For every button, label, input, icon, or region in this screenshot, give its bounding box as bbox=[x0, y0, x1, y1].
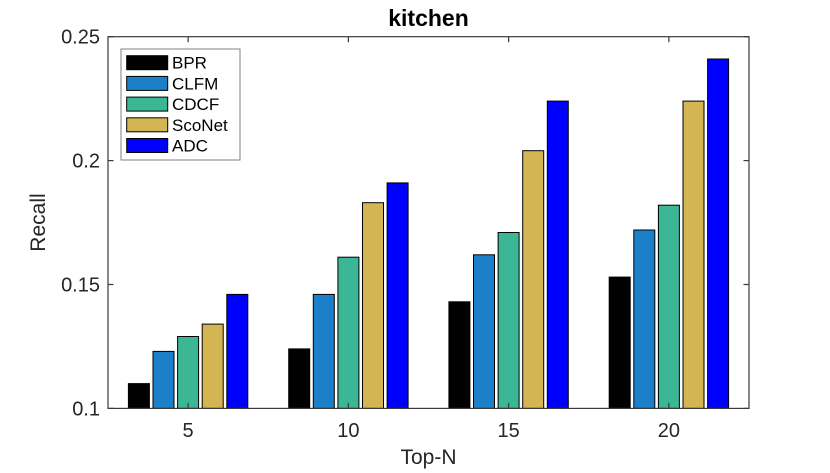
y-tick-label-0.25: 0.25 bbox=[61, 27, 100, 49]
bar-sconet-topn-20 bbox=[682, 100, 705, 409]
axes-layer bbox=[107, 36, 750, 410]
legend-label-bpr: BPR bbox=[172, 54, 207, 73]
legend-swatch-sconet bbox=[126, 117, 169, 133]
legend-label-cdcf: CDCF bbox=[172, 95, 219, 114]
plot-border bbox=[107, 36, 750, 410]
bar-adc-topn-10 bbox=[386, 182, 409, 409]
y-tick-label-0.2: 0.2 bbox=[72, 151, 100, 173]
bar-clfm-topn-10 bbox=[312, 293, 335, 409]
bar-adc-topn-20 bbox=[707, 58, 730, 409]
legend-swatch-bpr bbox=[126, 55, 169, 71]
bar-sconet-topn-15 bbox=[522, 150, 545, 409]
x-tick-label-15: 15 bbox=[497, 420, 519, 442]
y-tick-label-0.1: 0.1 bbox=[72, 398, 100, 420]
bar-clfm-topn-5 bbox=[152, 350, 175, 409]
bar-clfm-topn-15 bbox=[473, 254, 495, 409]
x-tick-label-5: 5 bbox=[183, 420, 194, 442]
bar-sconet-topn-5 bbox=[201, 323, 224, 409]
bar-bpr-topn-15 bbox=[448, 301, 471, 409]
legend-swatch-cdcf bbox=[126, 96, 169, 112]
bar-sconet-topn-10 bbox=[362, 202, 384, 409]
bar-clfm-topn-20 bbox=[633, 229, 656, 409]
bar-bpr-topn-5 bbox=[127, 383, 150, 409]
legend-swatch-adc bbox=[126, 138, 169, 153]
legend-label-sconet: ScoNet bbox=[172, 116, 228, 135]
legend-swatch-clfm bbox=[126, 75, 169, 91]
tick-labels-layer: 0.1 0.15 0.2 0.25 5 10 15 20 bbox=[61, 27, 680, 442]
bar-cdcf-topn-15 bbox=[497, 232, 520, 409]
bar-adc-topn-5 bbox=[226, 293, 249, 409]
legend-label-clfm: CLFM bbox=[172, 74, 218, 93]
bar-bpr-topn-20 bbox=[608, 276, 631, 409]
bars-layer bbox=[127, 58, 730, 409]
chart-title: kitchen bbox=[388, 5, 469, 31]
legend-label-adc: ADC bbox=[172, 137, 208, 156]
bar-cdcf-topn-5 bbox=[177, 336, 200, 409]
y-tick-label-0.15: 0.15 bbox=[61, 275, 100, 297]
x-tick-label-10: 10 bbox=[337, 420, 359, 442]
y-axis-label: Recall bbox=[27, 193, 50, 251]
bar-cdcf-topn-20 bbox=[657, 204, 680, 409]
bar-bpr-topn-10 bbox=[288, 348, 311, 409]
bar-cdcf-topn-10 bbox=[337, 256, 360, 409]
bar-adc-topn-15 bbox=[546, 100, 569, 409]
x-axis-label: Top-N bbox=[400, 446, 456, 469]
x-tick-label-20: 20 bbox=[658, 420, 680, 442]
